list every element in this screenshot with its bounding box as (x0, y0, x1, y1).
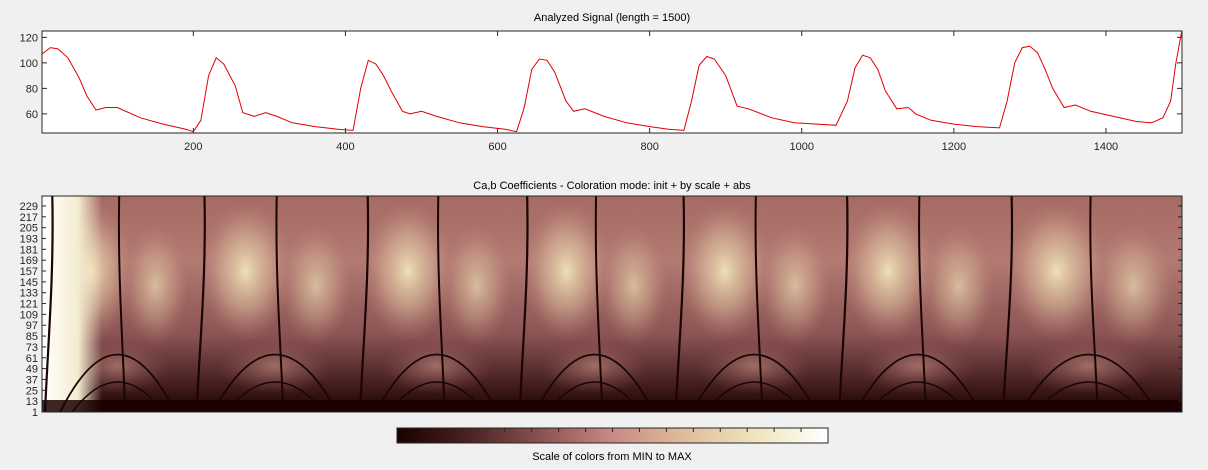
y-tick-label: 229 (20, 201, 38, 213)
coefficient-ridge (674, 196, 686, 412)
signal-ticks: 200 400 600 800 1000 1200 1400 60 80 100 120 (20, 31, 1182, 153)
coefficient-arch (1020, 353, 1158, 412)
y-tick-label: 100 (20, 58, 38, 70)
y-tick-label: 145 (20, 277, 38, 289)
x-tick-label: 400 (336, 141, 354, 153)
coefficient-lobe (1094, 226, 1173, 346)
coefficient-arch (375, 353, 499, 412)
coefficient-arch (691, 353, 818, 412)
coefficient-lobe (696, 338, 812, 394)
y-tick-label: 120 (20, 32, 38, 44)
y-tick-label: 80 (26, 83, 38, 95)
coefficients-ticks: 1132537496173859710912113314515716918119… (20, 201, 1182, 419)
coefficient-lobe (679, 201, 771, 341)
coefficient-lobe (441, 226, 512, 346)
y-tick-label: 61 (26, 353, 38, 365)
y-tick-label: 13 (26, 396, 38, 408)
signal-axes (41, 30, 1183, 134)
y-tick-label: 60 (26, 109, 38, 121)
coefficient-lobe (842, 201, 935, 341)
coefficient-lobe (599, 226, 668, 346)
coefficient-ridge (838, 196, 849, 412)
x-tick-label: 1200 (942, 141, 966, 153)
coefficient-arch (212, 353, 339, 412)
coefficient-ridge (1089, 196, 1099, 412)
y-tick-label: 181 (20, 244, 38, 256)
coefficient-base (42, 400, 1182, 412)
y-tick-label: 85 (26, 331, 38, 343)
y-tick-label: 133 (20, 288, 38, 300)
coefficient-ridge (117, 196, 127, 412)
coefficient-lobe (363, 201, 453, 341)
coefficient-ridge (918, 196, 927, 412)
coefficient-ridge (594, 196, 604, 412)
coefficient-ridge (195, 196, 206, 412)
x-tick-label: 800 (640, 141, 658, 153)
x-tick-label: 600 (488, 141, 506, 153)
x-tick-label: 1400 (1094, 141, 1118, 153)
coefficient-ridge (754, 196, 764, 412)
coefficient-ridge (275, 196, 285, 412)
coefficient-lobe (199, 201, 292, 341)
coefficient-lobe (380, 338, 493, 394)
y-tick-label: 169 (20, 255, 38, 267)
y-tick-label: 193 (20, 233, 38, 245)
y-tick-label: 1 (32, 407, 38, 419)
coefficient-ridge (437, 196, 446, 412)
coefficient-arch (534, 353, 655, 412)
coefficient-lobe (122, 226, 189, 346)
coefficient-lobe (217, 338, 333, 394)
colorbar-ticks (423, 428, 802, 432)
coefficient-lobe (1026, 338, 1152, 394)
y-tick-label: 157 (20, 266, 38, 278)
coefficient-arch (854, 353, 981, 412)
x-tick-label: 200 (184, 141, 202, 153)
y-tick-label: 49 (26, 364, 38, 376)
y-tick-label: 109 (20, 309, 38, 321)
y-tick-label: 97 (26, 320, 38, 332)
y-tick-label: 121 (20, 299, 38, 311)
y-tick-label: 37 (26, 374, 38, 386)
coefficient-ridge (358, 196, 370, 412)
coefficient-arch (59, 353, 176, 412)
y-tick-label: 25 (26, 385, 38, 397)
coefficient-lobe (922, 226, 995, 346)
coefficient-ridge (518, 196, 529, 412)
coefficients-title: Ca,b Coefficients - Coloration mode: ini… (473, 180, 751, 192)
coefficients-heatmap (42, 196, 1182, 412)
colorbar-label: Scale of colors from MIN to MAX (532, 451, 692, 463)
coefficient-lobe (522, 201, 611, 341)
coefficient-ridge (43, 196, 54, 412)
coefficient-lobe (1006, 201, 1107, 341)
coefficient-ridge (1001, 196, 1014, 412)
coefficient-lobe (280, 226, 352, 346)
coefficient-lobe (860, 338, 975, 394)
y-tick-label: 205 (20, 223, 38, 235)
signal-title: Analyzed Signal (length = 1500) (534, 12, 690, 24)
signal-line (42, 31, 1182, 133)
coefficient-lobe (759, 226, 832, 346)
coefficient-lobe (539, 338, 650, 394)
y-tick-label: 73 (26, 342, 38, 354)
x-tick-label: 1000 (790, 141, 814, 153)
y-tick-label: 217 (20, 212, 38, 224)
